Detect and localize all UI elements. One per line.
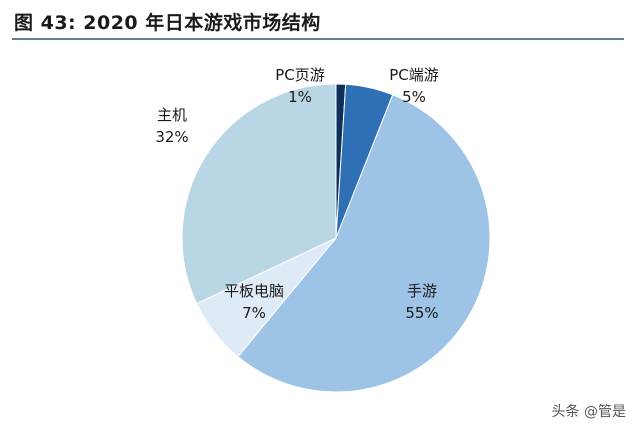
slice-label: 平板电脑 [224,282,284,300]
pie-labels: PC页游 1% PC端游 5% 手游 55% 平板电脑 7% 主机 32% [155,66,438,322]
slice-value-label: 32% [155,128,188,146]
slice-label: PC页游 [275,66,325,84]
slice-value-label: 5% [402,88,426,106]
slice-value-label: 1% [288,88,312,106]
slice-value-label: 7% [242,304,266,322]
pie-slice [181,83,337,305]
title-divider [12,38,624,40]
watermark: 头条 @管是 [551,404,626,420]
pie-slice [237,94,491,393]
pie-slices [181,83,491,393]
chart-title: 图 43: 2020 年日本游戏市场结构 [14,12,321,34]
slice-label: PC端游 [389,66,439,84]
slice-label: 手游 [407,282,437,300]
slice-value-label: 55% [405,304,438,322]
slice-label: 主机 [157,106,187,124]
